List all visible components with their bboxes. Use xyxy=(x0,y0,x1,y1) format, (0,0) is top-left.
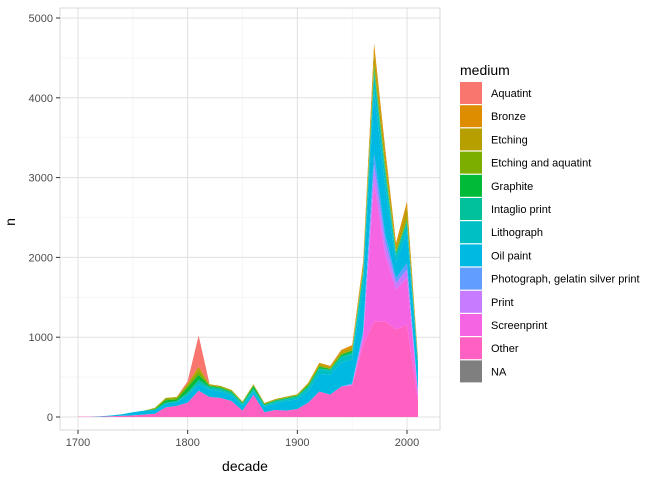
legend-swatch xyxy=(460,244,482,267)
legend-label: Graphite xyxy=(491,181,533,193)
legend-swatch xyxy=(460,267,482,290)
y-tick-label: 1000 xyxy=(29,332,53,344)
legend-label: Etching xyxy=(491,134,528,146)
x-tick-label: 1700 xyxy=(66,437,90,449)
legend-swatch xyxy=(460,151,482,174)
legend-label: Photograph, gelatin silver print xyxy=(491,274,640,286)
legend-swatch xyxy=(460,360,482,383)
x-tick-label: 2000 xyxy=(395,437,419,449)
legend-label: Etching and aquatint xyxy=(491,158,591,170)
area-series-group xyxy=(78,43,418,417)
legend-swatch xyxy=(460,314,482,336)
legend-swatch xyxy=(460,174,482,197)
legend-label: NA xyxy=(491,366,507,378)
y-tick-label: 3000 xyxy=(29,173,53,185)
area-series-other xyxy=(78,321,418,417)
legend-label: Other xyxy=(491,343,519,355)
legend-swatch xyxy=(460,337,482,360)
x-tick-label: 1800 xyxy=(175,437,199,449)
x-axis-title: decade xyxy=(222,458,268,474)
y-tick-label: 2000 xyxy=(29,252,53,264)
y-tick-label: 0 xyxy=(47,412,53,424)
legend-swatch xyxy=(460,105,482,128)
panel-border xyxy=(59,7,441,431)
legend-label: Bronze xyxy=(491,111,526,123)
legend-label: Screenprint xyxy=(491,320,547,332)
legend-label: Oil paint xyxy=(491,250,531,262)
legend-swatch xyxy=(460,221,482,244)
legend-swatch xyxy=(460,82,482,104)
y-axis-ticks: 0 1000 2000 3000 4000 5000 xyxy=(29,13,60,424)
x-axis-ticks: 1700 1800 1900 2000 xyxy=(66,430,419,449)
y-axis-title: n xyxy=(2,218,18,226)
legend-swatch xyxy=(460,198,482,220)
legend-title: medium xyxy=(460,62,510,78)
legend-label: Lithograph xyxy=(491,227,543,239)
legend-label: Intaglio print xyxy=(491,204,551,216)
legend: medium Aquatint Bronze Etching Etching and … xyxy=(460,62,640,383)
legend-label: Print xyxy=(491,297,514,309)
legend-label: Aquatint xyxy=(491,88,531,100)
y-tick-label: 4000 xyxy=(29,93,53,105)
legend-items: Aquatint Bronze Etching Etching and aquatin… xyxy=(460,82,640,383)
legend-swatch xyxy=(460,290,482,313)
legend-swatch xyxy=(460,128,482,151)
x-tick-label: 1900 xyxy=(285,437,309,449)
y-tick-label: 5000 xyxy=(29,13,53,25)
